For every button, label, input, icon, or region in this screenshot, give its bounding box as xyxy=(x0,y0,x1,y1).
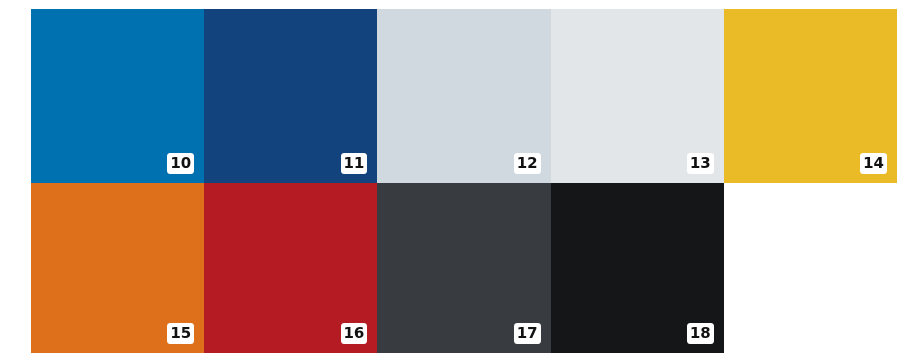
color-swatch-16[interactable]: 16 xyxy=(204,183,378,353)
empty-cell xyxy=(723,183,897,353)
color-swatch-13[interactable]: 13 xyxy=(550,9,724,183)
swatch-number-label: 12 xyxy=(513,153,541,174)
color-swatch-10[interactable]: 10 xyxy=(31,9,205,183)
swatch-number-label: 16 xyxy=(340,323,368,344)
swatch-number-label: 14 xyxy=(860,153,887,174)
swatch-number-label: 17 xyxy=(513,323,541,344)
color-swatch-17[interactable]: 17 xyxy=(377,183,551,353)
swatch-number-label: 18 xyxy=(686,323,714,344)
swatch-number-label: 10 xyxy=(167,153,195,174)
color-swatch-14[interactable]: 14 xyxy=(723,9,897,183)
color-swatch-12[interactable]: 12 xyxy=(377,9,551,183)
swatch-number-label: 11 xyxy=(340,153,368,174)
swatch-number-label: 13 xyxy=(686,153,714,174)
color-palette: 10 11 12 13 14 15 16 17 18 xyxy=(31,9,897,353)
color-swatch-18[interactable]: 18 xyxy=(550,183,724,353)
color-swatch-15[interactable]: 15 xyxy=(31,183,205,353)
swatch-number-label: 15 xyxy=(167,323,195,344)
color-swatch-11[interactable]: 11 xyxy=(204,9,378,183)
